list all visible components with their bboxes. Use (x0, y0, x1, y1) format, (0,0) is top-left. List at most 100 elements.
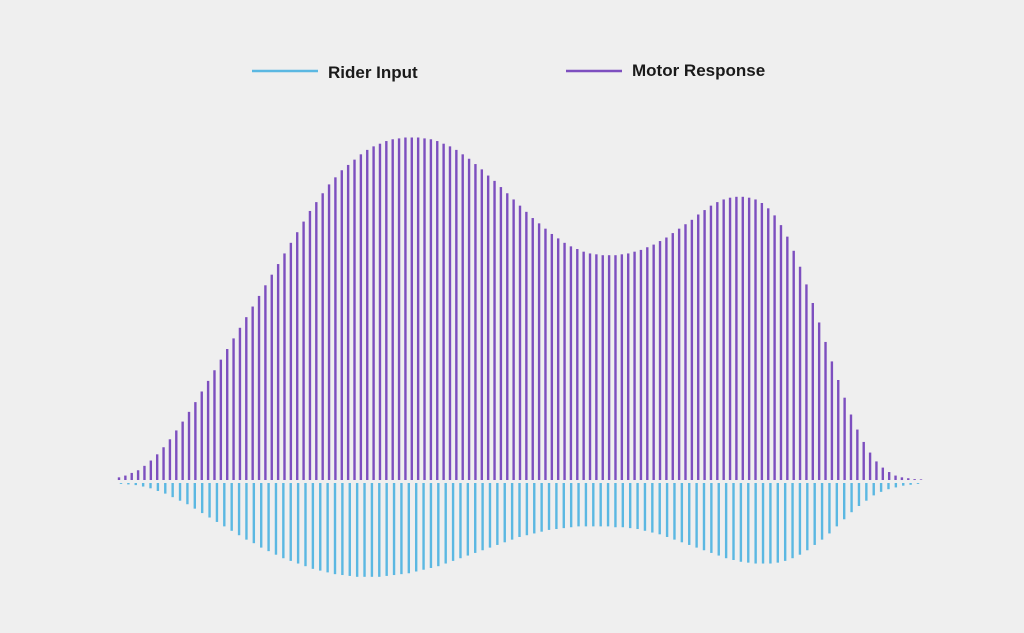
motor-response-bar-108 (805, 284, 808, 480)
motor-response-bar-15 (213, 370, 216, 480)
motor-response-bar-2 (130, 472, 133, 480)
rider-input-bar-24 (296, 483, 300, 564)
rider-input-bar-45 (451, 483, 455, 561)
motor-response-bar-106 (792, 250, 795, 480)
motor-response-bar-9 (175, 430, 178, 480)
rider-input-bar-90 (783, 483, 787, 561)
motor-response-bar-87 (671, 233, 674, 480)
rider-input-bar-49 (481, 483, 484, 551)
rider-input-bar-8 (178, 483, 182, 501)
rider-input-bar-33 (363, 483, 366, 577)
legend-label-rider-input: Rider Input (328, 63, 418, 82)
motor-response-bar-54 (461, 154, 464, 480)
rider-input-bar-77 (688, 483, 691, 545)
motor-response-bar-64 (525, 211, 528, 480)
motor-response-bar-120 (881, 467, 885, 480)
motor-response-bar-0 (117, 477, 121, 481)
motor-response-bar-46 (410, 137, 413, 480)
rider-input-bar-70 (636, 483, 639, 530)
motor-response-bar-63 (518, 205, 522, 480)
rider-input-bar-28 (326, 483, 329, 573)
rider-input-bar-69 (628, 483, 632, 529)
motor-response-bar-45 (404, 137, 407, 480)
motor-response-bar-93 (709, 205, 713, 480)
motor-response-bar-75 (595, 254, 598, 480)
motor-response-bar-31 (315, 202, 318, 481)
motor-response-bar-77 (607, 255, 611, 480)
rider-input-bar-1 (127, 483, 130, 485)
rider-input-bar-61 (569, 483, 573, 528)
rider-input-bar-93 (806, 483, 809, 551)
rider-input-bar-97 (835, 483, 839, 527)
motor-response-bar-94 (716, 202, 719, 481)
motor-response-bar-78 (614, 255, 617, 480)
motor-response-bar-35 (340, 170, 343, 480)
motor-response-bar-86 (665, 237, 668, 480)
rider-input-bar-65 (599, 483, 602, 527)
rider-input-bar-55 (525, 483, 529, 536)
motor-response-bar-109 (811, 303, 814, 480)
rider-input-bar-80 (710, 483, 713, 553)
motor-response-bar-38 (359, 154, 363, 480)
rider-input-bar-66 (606, 483, 610, 527)
motor-response-bar-26 (283, 253, 286, 480)
rider-input-bar-31 (348, 483, 351, 576)
motor-response-bar-100 (754, 199, 757, 480)
motor-response-bar-116 (856, 429, 859, 481)
motor-response-bar-23 (264, 285, 267, 480)
rider-input-bar-100 (857, 483, 861, 507)
motor-response-bar-5 (149, 460, 153, 480)
motor-response-bar-89 (684, 224, 687, 480)
motor-response-bar-105 (786, 236, 789, 481)
rider-input-bar-103 (879, 483, 883, 492)
rider-input-bar-29 (333, 483, 337, 575)
motor-response-bar-67 (544, 228, 547, 480)
motor-response-bar-10 (181, 421, 184, 480)
motor-response-bar-122 (894, 475, 897, 480)
motor-response-bar-119 (875, 461, 878, 481)
motor-response-bar-123 (900, 477, 904, 481)
rider-input-bar-5 (156, 483, 160, 491)
motor-response-bar-58 (486, 175, 490, 480)
rider-input-bar-6 (164, 483, 167, 494)
rider-input-bar-17 (245, 483, 248, 540)
motor-response-bar-103 (773, 215, 776, 480)
rider-input-bar-12 (208, 483, 211, 518)
motor-response-bar-20 (245, 317, 248, 480)
motor-response-bar-69 (556, 238, 560, 480)
motor-response-bar-17 (226, 349, 229, 480)
motor-response-bar-113 (837, 380, 840, 480)
motor-response-bar-1 (124, 475, 127, 480)
motor-response-bar-80 (627, 253, 630, 480)
rider-input-bar-72 (651, 483, 654, 533)
motor-response-bar-36 (346, 164, 350, 480)
motor-response-bar-32 (321, 193, 324, 480)
rider-input-bar-16 (237, 483, 241, 536)
motor-response-bar-102 (767, 208, 770, 480)
rider-input-bar-30 (341, 483, 344, 576)
motor-response-bar-66 (537, 223, 541, 480)
motor-response-bar-104 (779, 225, 783, 480)
motor-response-bar-30 (308, 210, 312, 480)
rider-input-bar-107 (909, 483, 912, 485)
motor-response-bar-125 (913, 479, 916, 481)
motor-response-bar-111 (824, 341, 827, 480)
motor-response-bars (117, 137, 923, 481)
rider-input-bar-53 (510, 483, 514, 540)
motor-response-bar-99 (747, 197, 751, 480)
rider-input-bar-102 (872, 483, 875, 496)
rider-input-bar-2 (134, 483, 137, 486)
rider-input-bar-92 (798, 483, 802, 555)
rider-input-bar-10 (193, 483, 196, 509)
rider-input-bar-60 (562, 483, 565, 529)
motor-response-bar-91 (697, 214, 700, 480)
motor-response-bar-97 (735, 196, 738, 481)
rider-input-bar-19 (260, 483, 263, 548)
rider-input-bar-86 (754, 483, 757, 564)
motor-response-bar-88 (677, 228, 681, 480)
motor-response-bar-126 (919, 479, 923, 480)
rider-input-bar-51 (496, 483, 499, 545)
motor-response-bar-40 (372, 146, 375, 481)
motor-response-bar-68 (550, 233, 554, 480)
